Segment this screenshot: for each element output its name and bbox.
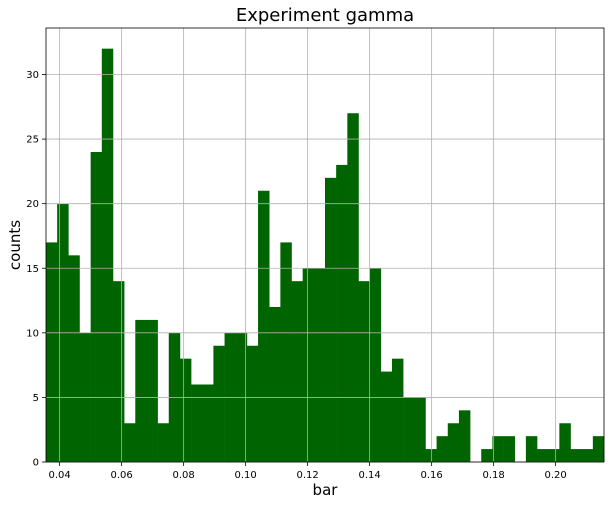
histogram-bar <box>336 164 348 462</box>
bars <box>46 48 605 463</box>
histogram-bar <box>269 307 281 462</box>
y-tick-label: 0 <box>33 458 39 469</box>
histogram-bar <box>90 152 103 462</box>
histogram-bar <box>146 319 158 462</box>
histogram-bar <box>101 48 114 463</box>
x-tick-label: 0.20 <box>545 470 567 481</box>
x-axis-ticks: 0.04 0.06 0.08 0.10 0.12 0.14 0.16 0.18 0.20 <box>49 462 567 481</box>
plot-frame <box>45 27 605 463</box>
y-tick-label: 10 <box>26 328 39 339</box>
histogram-bar <box>112 281 125 462</box>
y-tick-label: 30 <box>26 70 39 81</box>
histogram-bar <box>291 281 303 462</box>
grid-lines <box>46 28 604 463</box>
y-tick-label: 5 <box>33 393 39 404</box>
x-tick-label: 0.04 <box>49 470 71 481</box>
histogram-bar <box>369 268 382 462</box>
histogram-bar <box>202 384 214 462</box>
y-tick-label: 15 <box>26 264 39 275</box>
histogram-bar <box>358 281 370 462</box>
histogram-bar <box>570 449 582 462</box>
histogram-bar <box>492 436 504 462</box>
x-tick-label: 0.08 <box>173 470 195 481</box>
x-tick-label: 0.12 <box>297 470 319 481</box>
histogram-bar <box>46 242 58 462</box>
histogram-bar <box>179 358 192 462</box>
histogram-bar <box>258 190 270 462</box>
histogram-bar <box>436 436 449 462</box>
x-tick-label: 0.10 <box>235 470 257 481</box>
chart-title: Experiment gamma <box>236 5 414 26</box>
histogram-bar <box>347 113 359 462</box>
histogram-bar <box>157 423 170 462</box>
y-tick-label: 25 <box>26 135 39 146</box>
x-tick-label: 0.18 <box>483 470 505 481</box>
histogram-bar <box>246 345 259 462</box>
histogram-bar <box>592 436 605 462</box>
histogram-bar <box>525 436 538 462</box>
x-tick-label: 0.06 <box>111 470 133 481</box>
histogram-bar <box>124 423 136 462</box>
histogram-bar <box>425 449 437 462</box>
histogram-bar <box>191 384 203 462</box>
histogram-bar <box>559 423 571 462</box>
histogram-bar <box>414 397 426 462</box>
x-tick-label: 0.14 <box>359 470 381 481</box>
histogram-bar <box>481 449 493 462</box>
histogram-bar <box>458 410 471 462</box>
histogram-bar <box>403 397 415 462</box>
histogram-bar <box>325 177 337 463</box>
histogram-bar <box>503 436 516 462</box>
histogram-bar <box>548 449 560 462</box>
x-tick-label: 0.16 <box>421 470 443 481</box>
x-axis-label: bar <box>313 481 339 499</box>
y-axis-ticks: 0 5 10 15 20 25 30 <box>26 70 46 469</box>
histogram-bar <box>537 449 549 462</box>
histogram-bar <box>68 255 80 462</box>
histogram-bar <box>135 319 147 462</box>
histogram-bar <box>313 268 326 462</box>
histogram-bar <box>391 358 404 462</box>
histogram-bar <box>380 371 393 462</box>
histogram-bar <box>581 449 594 462</box>
histogram-bar <box>447 423 460 462</box>
y-tick-label: 20 <box>26 199 39 210</box>
y-axis-label: counts <box>6 220 24 270</box>
histogram-bar <box>280 242 292 462</box>
histogram-bar <box>302 268 315 462</box>
histogram-bar <box>213 345 225 462</box>
